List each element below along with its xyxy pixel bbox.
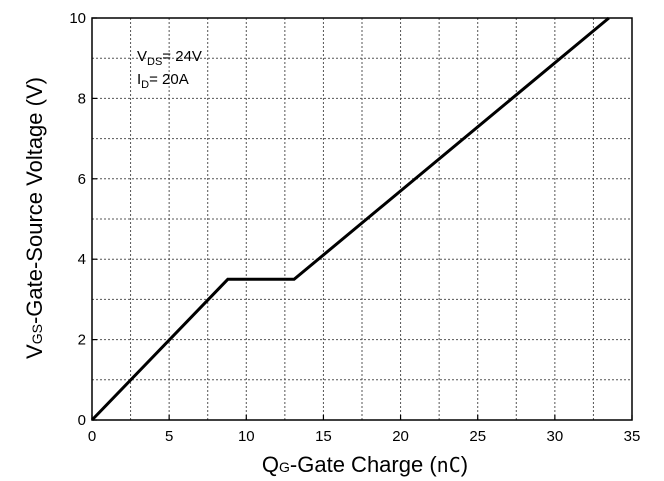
x-tick-label: 35 <box>624 428 641 445</box>
y-tick-label: 10 <box>69 10 86 27</box>
series-line <box>90 16 610 422</box>
x-tick-label: 5 <box>165 428 173 445</box>
y-tick-label: 6 <box>78 171 86 188</box>
series-group <box>90 16 610 422</box>
y-tick-label: 8 <box>78 90 86 107</box>
plot-frame <box>91 17 633 421</box>
annotation-id: ID= 20A <box>137 71 189 91</box>
grid-lines <box>92 18 632 420</box>
x-tick-label: 25 <box>469 428 486 445</box>
y-tick-label: 2 <box>78 332 86 349</box>
annotation-vds: VDS= 24V <box>137 48 202 68</box>
x-tick-label: 15 <box>315 428 332 445</box>
x-tick-label: 0 <box>88 428 96 445</box>
x-axis-title: QG-Gate Charge (nC) <box>262 452 468 477</box>
x-tick-label: 10 <box>238 428 255 445</box>
y-tick-labels: 0 2 4 6 8 10 <box>69 10 86 429</box>
y-tick-label: 0 <box>78 412 86 429</box>
y-tick-label: 4 <box>78 251 86 268</box>
x-tick-label: 30 <box>547 428 564 445</box>
y-axis-title: VGS-Gate-Source Voltage (V) <box>22 77 47 359</box>
x-tick-labels: 0 5 10 15 20 25 30 35 <box>88 428 641 445</box>
x-tick-label: 20 <box>392 428 409 445</box>
